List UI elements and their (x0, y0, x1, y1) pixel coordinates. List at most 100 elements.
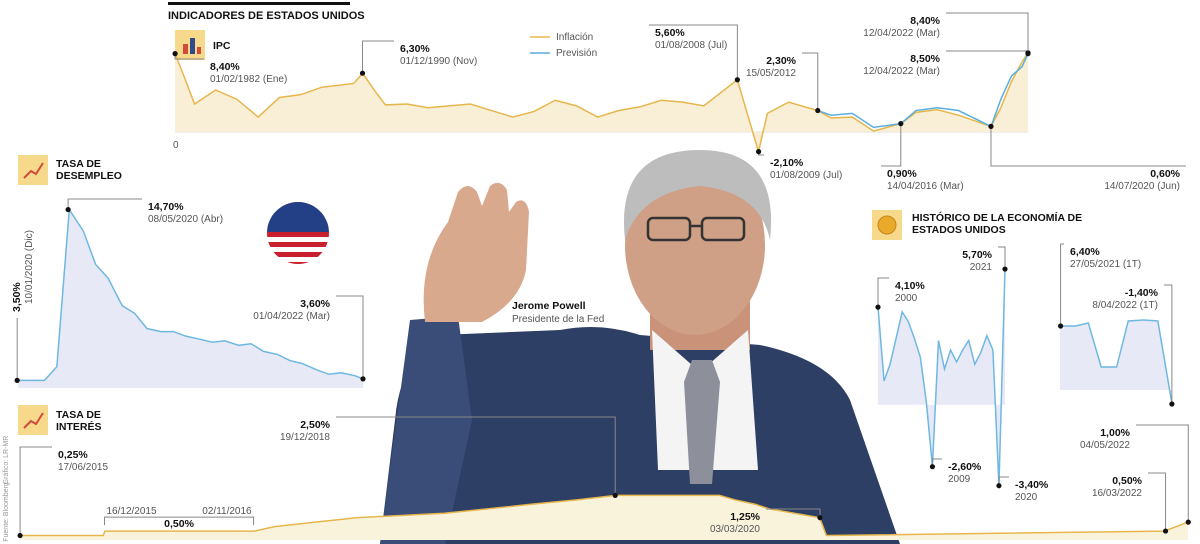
annotation-date: 15/05/2012 (746, 68, 796, 79)
annotation-dot (875, 304, 881, 310)
header-bar (168, 2, 350, 5)
annotation-value: 2,50% (300, 419, 330, 431)
chart-title: TASA DE DESEMPLEO (56, 158, 122, 182)
icon-interes (18, 405, 48, 435)
annotation-dot (734, 77, 740, 83)
annotation-leader (1136, 424, 1189, 523)
annotation-dot (996, 483, 1002, 489)
annotation-date: 2020 (1015, 492, 1038, 503)
annotation-value: -2,10% (770, 157, 804, 169)
line (817, 53, 1029, 129)
annotation-value: 6,40% (1070, 246, 1100, 258)
annotation-value: -3,40% (1015, 479, 1049, 491)
annotation-value: 8,50% (910, 53, 940, 65)
annotation-value: 0,25% (58, 449, 88, 461)
line (174, 52, 1029, 155)
annotation-leader (946, 12, 1029, 54)
annotation-date: 27/05/2021 (1T) (1070, 259, 1141, 270)
photo-powell (380, 150, 900, 544)
icon-ipc (175, 30, 205, 60)
header-title: INDICADORES DE ESTADOS UNIDOS (168, 10, 365, 22)
credit-source: Fuente: Bloomberg (3, 482, 10, 542)
annotation-date: 2009 (948, 474, 971, 485)
area (878, 269, 1005, 486)
photo-role: Presidente de la Fed (512, 314, 604, 325)
annotation-bracket (104, 516, 255, 526)
icon-desempleo (18, 155, 48, 185)
annotation-value: 6,30% (400, 43, 430, 55)
annotation-date: 2021 (970, 262, 993, 273)
annotation-value: -2,60% (948, 461, 982, 473)
annotation-dot (755, 149, 762, 155)
annotation-leader (881, 123, 902, 167)
annotation-leader (946, 50, 1029, 53)
area (20, 495, 1188, 540)
legend-label: Inflación (556, 32, 593, 43)
annotation-date: 19/12/2018 (280, 432, 330, 443)
annotation-date: 2000 (895, 293, 918, 304)
area (175, 52, 1028, 152)
annotation-leader (336, 416, 616, 496)
annotation-value: 0,90% (887, 168, 917, 180)
annotation-value: 4,10% (895, 280, 925, 292)
annotation-dot (1002, 266, 1008, 272)
area (18, 209, 363, 388)
annotation-value: 14,70% (148, 201, 184, 213)
annotation-dot (1185, 519, 1191, 525)
annotation-date: 12/04/2022 (Mar) (863, 66, 940, 77)
chart-title: HISTÓRICO DE LA ECONOMÍA DE ESTADOS UNID… (912, 212, 1083, 236)
annotation-dot (359, 70, 366, 76)
annotation-dot (360, 376, 366, 382)
annotation-dot (14, 377, 20, 383)
annotation-value: 3,60% (300, 298, 330, 310)
line (1060, 319, 1173, 405)
annotation-dot (898, 121, 904, 127)
annotation-dot (815, 107, 821, 114)
annotation-date: 16/12/2015 (107, 506, 157, 517)
legend-label: Previsión (556, 48, 597, 59)
line (18, 207, 364, 382)
annotation-date: 01/12/1990 (Nov) (400, 56, 477, 67)
annotation-value: 1,25% (730, 511, 760, 523)
annotation-dot (1162, 528, 1169, 534)
annotation-value: 2,30% (766, 55, 796, 67)
annotation-date: 14/04/2016 (Mar) (887, 181, 964, 192)
area (1060, 320, 1172, 404)
annotation-date: 01/04/2022 (Mar) (253, 311, 330, 322)
photo-name: Jerome Powell (512, 300, 586, 312)
us-flag (267, 202, 329, 264)
chart-title: IPC (213, 40, 231, 52)
annotation-date: 10/01/2020 (Dic) (24, 230, 35, 304)
annotation-dot (612, 492, 618, 498)
annotation-date: 12/04/2022 (Mar) (863, 28, 940, 39)
annotation-leader (649, 24, 738, 80)
annotation-date: 17/06/2015 (58, 462, 108, 473)
annotation-value: 8,40% (910, 15, 940, 27)
credit-chart: Gráfico: LR-MR (3, 436, 10, 485)
annotation-value: 3,50% (11, 282, 23, 312)
annotation-date: 03/03/2020 (710, 524, 760, 535)
annotation-leader (67, 198, 142, 210)
annotation-leader (998, 246, 1006, 270)
annotation-leader (19, 446, 52, 536)
annotation-leader (1148, 472, 1167, 532)
annotation-dot (172, 51, 178, 57)
annotation-leader (802, 52, 819, 111)
annotation-value: 8,40% (210, 61, 240, 73)
annotation-value: -1,40% (1125, 287, 1159, 299)
annotation-value: 0,50% (1112, 475, 1142, 487)
y-tick-label: 0 (173, 140, 179, 151)
line (877, 269, 1006, 486)
annotation-date: 01/08/2008 (Jul) (655, 40, 727, 51)
line (20, 494, 1189, 537)
annotation-date: 14/07/2020 (Jun) (1104, 181, 1180, 192)
annotation-dot (1025, 51, 1031, 57)
annotation-leader (336, 295, 364, 379)
annotation-date: 04/05/2022 (1080, 440, 1130, 451)
annotation-value: 1,00% (1100, 427, 1130, 439)
annotation-dot (17, 532, 23, 539)
annotation-date: 01/08/2009 (Jul) (770, 170, 842, 181)
chart-title: TASA DE INTERÉS (56, 409, 102, 433)
